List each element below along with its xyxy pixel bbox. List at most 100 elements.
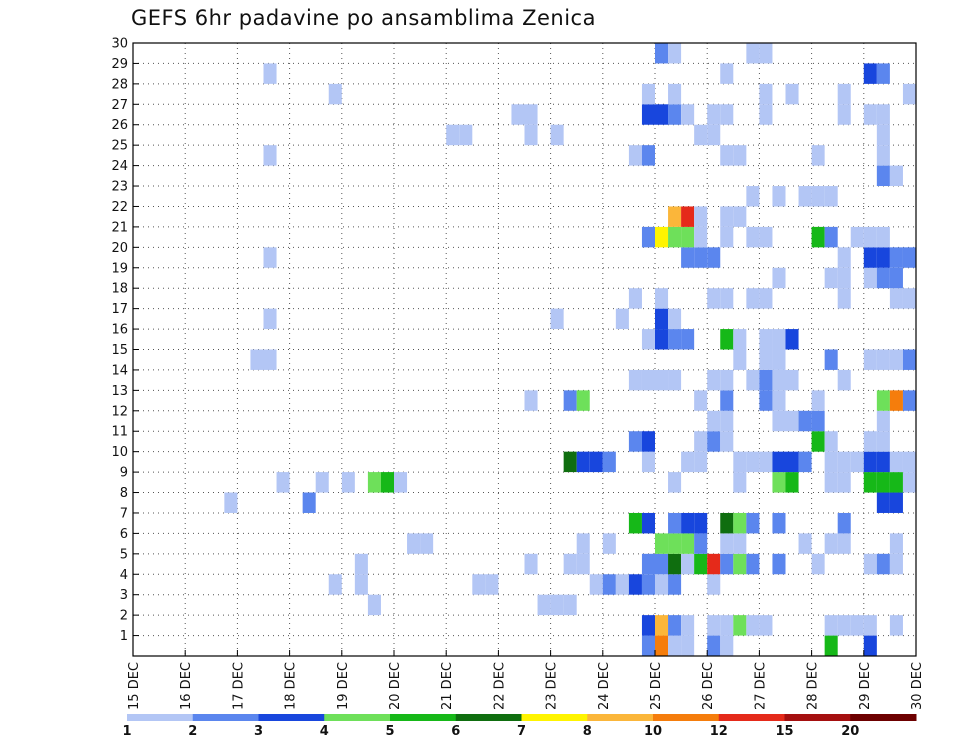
y-tick-label: 29 <box>111 57 128 72</box>
heatmap-cell <box>772 410 786 432</box>
heatmap-cell <box>367 472 381 493</box>
heatmap-cell <box>889 165 903 187</box>
heatmap-cell <box>876 349 890 370</box>
heatmap-cell <box>746 451 760 473</box>
heatmap-cell <box>876 165 890 187</box>
heatmap-cell <box>772 472 786 493</box>
legend-swatch <box>521 714 588 721</box>
heatmap-cell <box>798 410 812 432</box>
heatmap-cell <box>876 267 890 289</box>
heatmap-cell <box>537 594 551 616</box>
heatmap-cell <box>876 247 890 268</box>
heatmap-cell <box>837 267 851 289</box>
x-tick-label: 24 DEC <box>597 662 612 710</box>
heatmap-cell <box>694 451 708 473</box>
legend-label: 5 <box>385 724 394 739</box>
y-tick-label: 20 <box>111 241 128 256</box>
heatmap-cell <box>563 451 577 473</box>
heatmap-cell <box>641 226 655 248</box>
heatmap-cell <box>707 124 721 146</box>
heatmap-cell <box>681 104 695 125</box>
y-tick-label: 3 <box>120 588 128 603</box>
heatmap-cell <box>720 635 734 656</box>
heatmap-cell <box>772 349 786 370</box>
y-tick-label: 10 <box>111 445 128 460</box>
heatmap-cell <box>563 594 577 616</box>
chart-title: GEFS 6hr padavine po ansamblima Zenica <box>131 6 596 30</box>
heatmap-cell <box>889 533 903 554</box>
heatmap-cell <box>276 472 290 493</box>
heatmap-cell <box>850 226 864 248</box>
heatmap-cell <box>681 512 695 534</box>
heatmap-cell <box>550 308 564 330</box>
heatmap-cell <box>250 349 264 370</box>
heatmap-cell <box>746 512 760 534</box>
heatmap-cell <box>811 186 825 207</box>
y-tick-label: 23 <box>111 180 128 195</box>
heatmap-cell <box>563 390 577 411</box>
heatmap-cell <box>759 288 773 309</box>
heatmap-cell <box>772 267 786 289</box>
heatmap-cell <box>863 635 877 656</box>
heatmap-cell <box>720 410 734 432</box>
heatmap-cell <box>668 43 682 64</box>
heatmap-cell <box>759 329 773 350</box>
heatmap-cell <box>876 451 890 473</box>
y-tick-label: 26 <box>111 118 128 133</box>
heatmap-cell <box>798 186 812 207</box>
heatmap-cell <box>707 410 721 432</box>
heatmap-cell <box>889 267 903 289</box>
heatmap-cell <box>733 512 747 534</box>
heatmap-cell <box>902 390 916 411</box>
heatmap-cell <box>354 574 368 595</box>
heatmap-cell <box>889 288 903 309</box>
heatmap-cell <box>511 104 525 125</box>
heatmap-cell <box>694 390 708 411</box>
heatmap-cell <box>902 349 916 370</box>
heatmap-cell <box>628 574 642 595</box>
y-tick-label: 2 <box>120 609 128 624</box>
legend-label: 4 <box>320 724 329 739</box>
heatmap-cell <box>863 267 877 289</box>
heatmap-cell <box>837 615 851 636</box>
heatmap-cell <box>889 349 903 370</box>
heatmap-cell <box>668 104 682 125</box>
heatmap-cell <box>655 226 669 248</box>
legend-label: 15 <box>775 724 793 739</box>
heatmap-cell <box>733 349 747 370</box>
heatmap-cell <box>641 369 655 391</box>
heatmap-cell <box>720 553 734 575</box>
heatmap-cell <box>694 247 708 268</box>
x-tick-label: 29 DEC <box>858 662 873 710</box>
heatmap-cell <box>720 533 734 554</box>
heatmap-cell <box>694 431 708 452</box>
x-tick-label: 22 DEC <box>492 662 507 710</box>
heatmap-cell <box>824 226 838 248</box>
heatmap-cell <box>863 349 877 370</box>
legend-label: 7 <box>517 724 526 739</box>
heatmap-cell <box>707 104 721 125</box>
y-tick-label: 11 <box>111 425 128 440</box>
y-tick-label: 9 <box>120 466 128 481</box>
heatmap-cell <box>746 288 760 309</box>
heatmap-cell <box>785 329 799 350</box>
heatmap-cell <box>863 104 877 125</box>
heatmap-cell <box>681 615 695 636</box>
heatmap-cell <box>733 329 747 350</box>
heatmap-cell <box>694 533 708 554</box>
heatmap-cell <box>746 553 760 575</box>
y-tick-label: 25 <box>111 139 128 154</box>
heatmap-cell <box>876 553 890 575</box>
heatmap-cell <box>602 451 616 473</box>
heatmap-cell <box>746 43 760 64</box>
heatmap-cell <box>524 553 538 575</box>
y-tick-label: 21 <box>111 220 128 235</box>
heatmap-cell <box>876 226 890 248</box>
legend-swatch <box>653 714 720 721</box>
heatmap-cell <box>707 431 721 452</box>
y-tick-label: 22 <box>111 200 128 215</box>
heatmap-cell <box>720 615 734 636</box>
heatmap-cell <box>707 615 721 636</box>
heatmap-cell <box>328 83 342 105</box>
